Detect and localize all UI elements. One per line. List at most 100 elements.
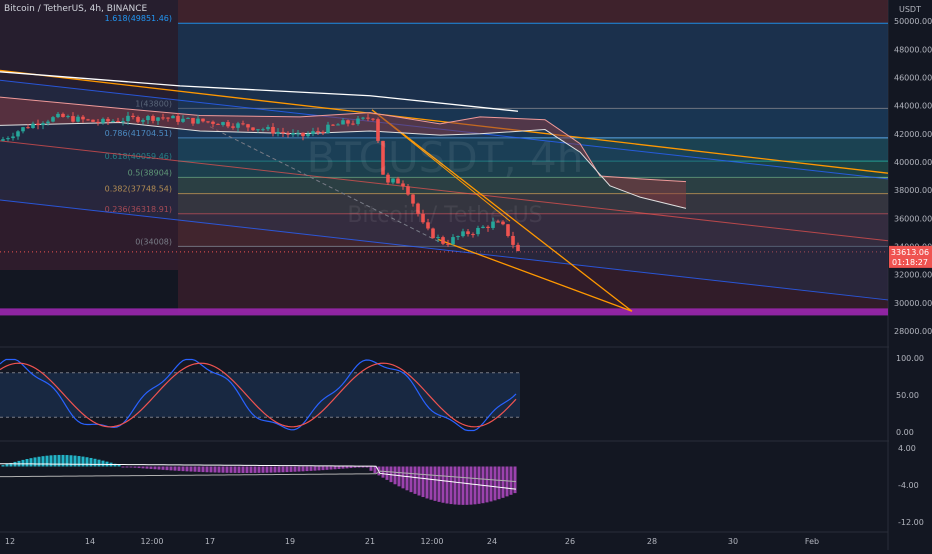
- candle-body: [46, 121, 50, 124]
- candle-body: [296, 132, 300, 134]
- macd-histogram-bar: [241, 466, 245, 473]
- candle-body: [51, 117, 55, 122]
- macd-histogram-bar: [365, 466, 369, 468]
- candle-body: [6, 138, 10, 140]
- macd-histogram-bar: [369, 466, 373, 471]
- macd-histogram-bar: [161, 466, 165, 470]
- macd-histogram-bar: [321, 466, 325, 471]
- macd-histogram-bar: [169, 466, 173, 471]
- macd-histogram-bar: [125, 466, 129, 468]
- candle-body: [376, 119, 380, 141]
- last-price-badge: [889, 245, 932, 268]
- macd-histogram-bar: [53, 455, 57, 467]
- macd-histogram-bar: [429, 466, 433, 500]
- macd-histogram-bar: [213, 466, 217, 473]
- candle-body: [146, 116, 150, 121]
- candle-body: [126, 115, 130, 122]
- macd-histogram-bar: [357, 466, 361, 468]
- macd-histogram-bar: [45, 455, 49, 467]
- macd-histogram-bar: [165, 466, 169, 471]
- time-tick-label: 24: [487, 537, 497, 546]
- price-tick-label: 50000.00: [894, 17, 932, 26]
- macd-histogram-bar: [73, 455, 77, 467]
- candle-body: [96, 121, 100, 123]
- candle-body: [276, 131, 280, 134]
- candle-body: [481, 226, 485, 228]
- candle-body: [86, 119, 90, 121]
- ichimoku-cloud: [0, 97, 686, 209]
- candle-body: [356, 118, 360, 124]
- candle-body: [371, 118, 375, 120]
- macd-histogram-bar: [89, 457, 93, 467]
- macd-histogram-bar: [341, 466, 345, 469]
- fib-label-1: 1(43800): [135, 99, 172, 108]
- macd-histogram-bar: [145, 466, 149, 469]
- time-tick-label: 12:00: [140, 537, 163, 546]
- macd-histogram-bar: [397, 466, 401, 487]
- macd-histogram-bar: [329, 466, 333, 470]
- candle-body: [486, 226, 490, 228]
- macd-histogram-bar: [41, 456, 45, 467]
- candle-body: [426, 222, 430, 229]
- macd-histogram-bar: [197, 466, 201, 472]
- candle-body: [231, 126, 235, 128]
- wedge-lower-line: [437, 238, 633, 312]
- candle-body: [76, 116, 80, 122]
- price-tick-label: 46000.00: [894, 73, 932, 82]
- candle-body: [381, 140, 385, 175]
- macd-histogram-bar: [493, 466, 497, 501]
- candle-body: [336, 124, 340, 126]
- time-tick-label: 21: [365, 537, 375, 546]
- time-tick-label: 30: [728, 537, 738, 546]
- macd-histogram-bar: [137, 466, 141, 469]
- ichimoku-span-b: [0, 122, 687, 209]
- candle-body: [131, 115, 135, 118]
- macd-histogram-bar: [129, 466, 133, 468]
- candle-body: [431, 228, 435, 239]
- macd-histogram-bar: [485, 466, 489, 503]
- macd-histogram-bar: [333, 466, 337, 470]
- macd-histogram-bar: [373, 466, 377, 474]
- fib-band-3: [178, 161, 888, 178]
- macd-histogram-bar: [285, 466, 289, 473]
- candle-body: [416, 203, 420, 214]
- fib-band-0: [178, 23, 888, 109]
- candle-body: [286, 133, 290, 135]
- time-tick-label: 12:00: [420, 537, 443, 546]
- candle-body: [351, 123, 355, 125]
- macd-histogram-bar: [33, 457, 37, 467]
- macd-histogram-bar: [433, 466, 437, 501]
- macd-histogram-bar: [441, 466, 445, 503]
- price-tick-label: 40000.00: [894, 158, 932, 167]
- macd-histogram-bar: [449, 466, 453, 505]
- candle-body: [111, 121, 115, 123]
- macd-histogram-bar: [229, 466, 233, 473]
- fib-label-7: 0(34008): [135, 237, 172, 246]
- price-tick-label: 28000.00: [894, 327, 932, 336]
- candle-body: [216, 123, 220, 125]
- macd-histogram-bar: [401, 466, 405, 489]
- macd-histogram-bar: [465, 466, 469, 505]
- macd-histogram-bar: [253, 466, 257, 473]
- macd-histogram-bar: [489, 466, 493, 502]
- macd-histogram-bar: [293, 466, 297, 472]
- currency-label: USDT: [899, 5, 921, 14]
- candle-body: [196, 118, 200, 124]
- fib-label-0: 1.618(49851.46): [105, 14, 172, 23]
- macd-histogram-bar: [225, 466, 229, 473]
- macd-histogram-bar: [85, 457, 89, 467]
- macd-histogram-bar: [421, 466, 425, 498]
- macd-histogram-bar: [217, 466, 221, 473]
- candle-body: [301, 132, 305, 137]
- candle-body: [161, 117, 165, 119]
- candle-body: [191, 117, 195, 124]
- candle-body: [66, 116, 70, 118]
- candle-body: [136, 117, 140, 122]
- macd-histogram-bar: [181, 466, 185, 472]
- long-resistance-line: [0, 69, 889, 174]
- descending-channel-fill: [0, 80, 888, 300]
- candle-body: [516, 244, 520, 252]
- macd-histogram-bar: [461, 466, 465, 505]
- candle-body: [271, 126, 275, 134]
